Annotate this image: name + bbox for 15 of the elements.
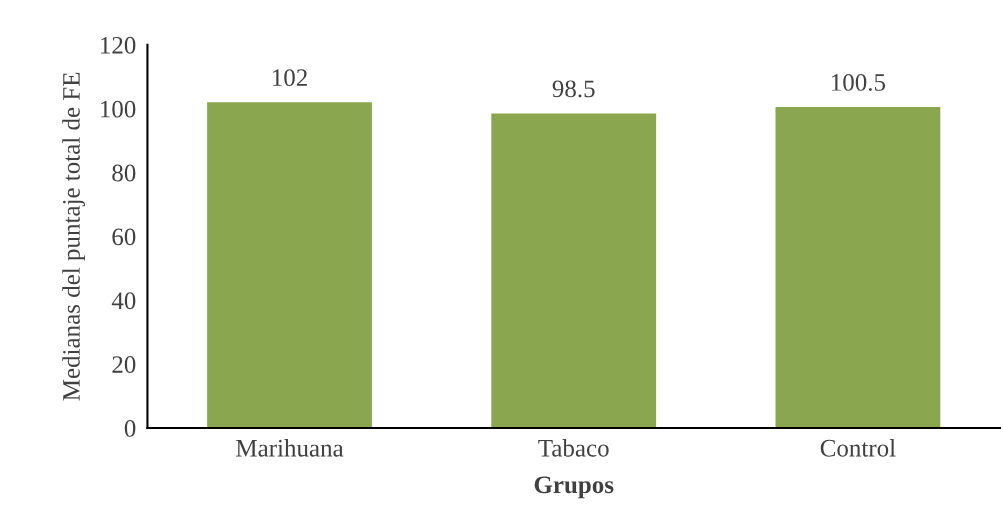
data-label: 98.5 xyxy=(552,80,595,98)
y-tick-label: 40 xyxy=(111,292,136,310)
y-tick-label: 80 xyxy=(112,164,136,182)
data-label: 100.5 xyxy=(831,73,886,91)
x-tick-label: Control xyxy=(820,439,896,457)
y-tick-label: 100 xyxy=(101,100,136,118)
x-tick-label: Marihuana xyxy=(236,439,344,457)
x-tick-label: Tabaco xyxy=(538,439,609,457)
y-axis-title: Medianas del puntaje total de FE xyxy=(62,72,85,401)
data-label: 102 xyxy=(272,69,307,87)
y-tick-label: 20 xyxy=(112,356,136,373)
y-tick-label: 60 xyxy=(112,228,136,246)
y-tick-label: 0 xyxy=(124,419,136,437)
x-axis-title: Grupos xyxy=(534,476,614,499)
y-tick-label: 120 xyxy=(101,36,136,54)
